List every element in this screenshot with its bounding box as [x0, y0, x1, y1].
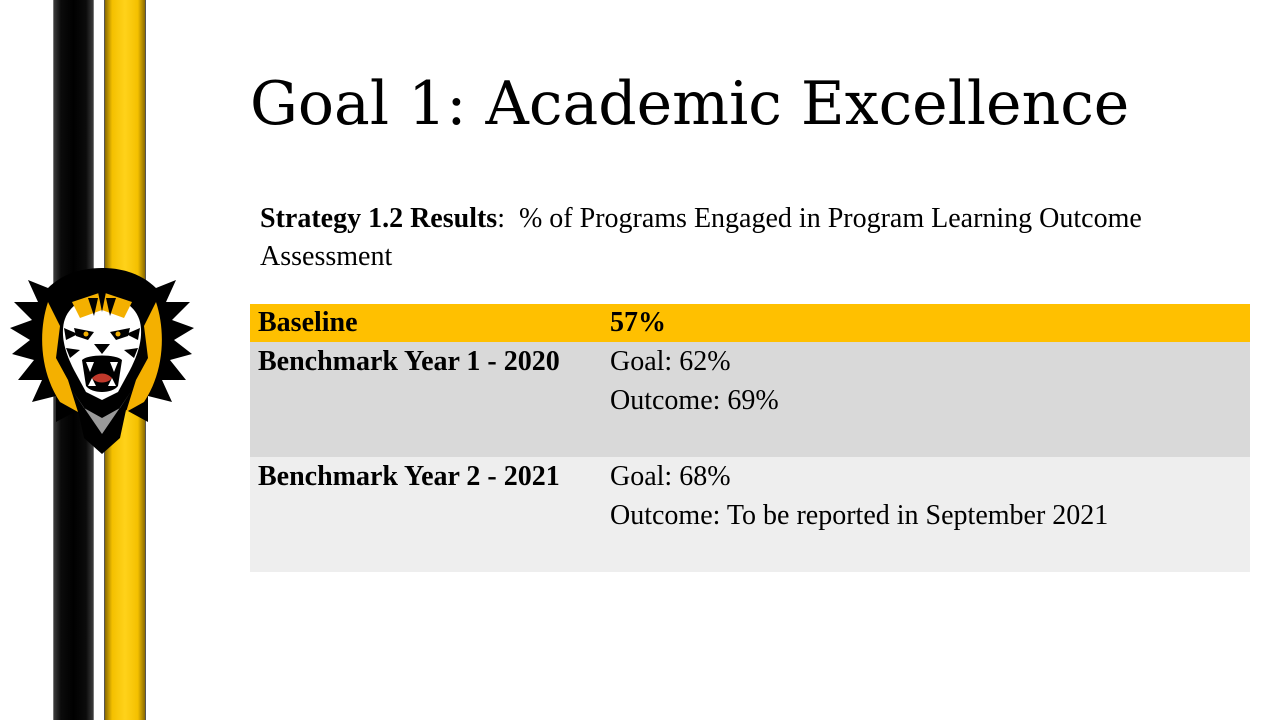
- outcome-line: Outcome: To be reported in September 202…: [610, 500, 1109, 531]
- row-value: 57%: [602, 304, 1250, 342]
- table-row-benchmark-1: Benchmark Year 1 - 2020 Goal: 62% Outcom…: [250, 342, 1250, 457]
- outcome-line: Outcome: 69%: [610, 385, 779, 416]
- goal-line: Goal: 68%: [610, 461, 731, 492]
- strategy-heading: Strategy 1.2 Results: % of Programs Enga…: [260, 200, 1240, 276]
- tiger-head-mascot-icon: [10, 268, 194, 454]
- strategy-label: Strategy 1.2 Results: [260, 203, 498, 234]
- goal-line: Goal: 62%: [610, 346, 731, 377]
- strategy-text: % of Programs Engaged in Program Learnin…: [260, 203, 1142, 272]
- row-value: Goal: 68% Outcome: To be reported in Sep…: [602, 457, 1250, 572]
- results-table: Baseline 57% Benchmark Year 1 - 2020 Goa…: [250, 304, 1250, 572]
- slide-title: Goal 1: Academic Excellence: [250, 69, 1130, 139]
- table-row-baseline: Baseline 57%: [250, 304, 1250, 342]
- row-label: Baseline: [250, 304, 602, 342]
- row-value: Goal: 62% Outcome: 69%: [602, 342, 1250, 457]
- table-row-benchmark-2: Benchmark Year 2 - 2021 Goal: 68% Outcom…: [250, 457, 1250, 572]
- row-label: Benchmark Year 2 - 2021: [250, 457, 602, 572]
- row-label: Benchmark Year 1 - 2020: [250, 342, 602, 457]
- strategy-separator: :: [497, 203, 519, 234]
